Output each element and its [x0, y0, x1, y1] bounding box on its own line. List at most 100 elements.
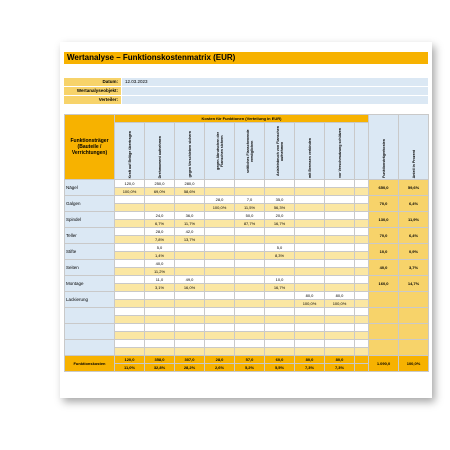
share: [114, 299, 145, 308]
amount: 280,0: [174, 179, 205, 188]
amount: [204, 291, 235, 300]
share: 7,8%: [144, 235, 175, 244]
amount: [234, 275, 265, 284]
row-total: [368, 291, 400, 308]
cell: [174, 339, 205, 348]
cell: [353, 179, 370, 188]
totals-label: Funktionskosten: [64, 355, 115, 372]
cell: [353, 331, 370, 340]
row-name: [64, 307, 115, 324]
total-amount: 28,0: [204, 355, 235, 364]
share: [294, 219, 325, 228]
share: [114, 251, 145, 260]
cell: [353, 315, 370, 324]
cell: [353, 347, 370, 356]
cell: [353, 235, 370, 244]
amount: [324, 211, 355, 220]
amount: [294, 259, 325, 268]
amount-row: Nägel 120,0 250,0 280,0 650,0 59,6%: [64, 179, 430, 196]
text: Funktionsträgerkosten: [381, 139, 386, 178]
empty-row: [64, 307, 430, 324]
cell: [114, 307, 145, 316]
amount: 80,0: [294, 291, 325, 300]
total-amount: 358,0: [144, 355, 175, 364]
amount: 7,0: [234, 195, 265, 204]
amount: [264, 227, 295, 236]
share: 100,0%: [324, 299, 355, 308]
amount: 50,0: [234, 211, 265, 220]
total-amount: 60,0: [264, 355, 295, 364]
amount: [324, 243, 355, 252]
text: Axialeinbruch von Flanschen aufnehmen: [275, 126, 284, 176]
share-row: 1,4% 8,3%: [65, 251, 429, 260]
row-share: 59,6%: [398, 179, 430, 196]
amount: 24,0: [144, 211, 175, 220]
amount-row: Lackierung 80,0 80,0: [64, 291, 430, 308]
row-name: Teller: [64, 227, 115, 244]
amount: [294, 227, 325, 236]
text: mit Bremsen verbinden: [307, 138, 312, 178]
amount: [174, 291, 205, 300]
cell: [114, 323, 145, 332]
share: [204, 283, 235, 292]
row-name: Galgen: [64, 195, 115, 212]
share: 100,0%: [294, 299, 325, 308]
amount: [324, 259, 355, 268]
amount: [324, 179, 355, 188]
amount: [204, 227, 235, 236]
amount: [264, 291, 295, 300]
amount-row: Montage 11,0 49,0 10,0 160,0 14,7%: [64, 275, 430, 292]
cell: [353, 267, 370, 276]
cell: [294, 307, 325, 316]
header-row: Funktionsträger (Bauteile / Verrichtunge…: [64, 114, 430, 180]
cell: [264, 347, 295, 356]
cell: [324, 307, 355, 316]
amount: [114, 259, 145, 268]
cell: [264, 323, 295, 332]
row-total: 650,0: [368, 179, 400, 196]
amount: 28,0: [144, 227, 175, 236]
cell: [234, 347, 265, 356]
text: gegen Verschieben sichern: [187, 131, 192, 178]
share: 16,7%: [264, 219, 295, 228]
row-total: 130,0: [368, 211, 400, 228]
total-share: 7,3%: [294, 363, 325, 372]
cell: [144, 339, 175, 348]
share: [294, 203, 325, 212]
share: 56,3%: [264, 203, 295, 212]
share: 3,1%: [144, 283, 175, 292]
amount: [234, 179, 265, 188]
share: [234, 299, 265, 308]
title: Wertanalyse – Funktionskostenmatrix (EUR…: [64, 52, 428, 64]
cell: [264, 315, 295, 324]
column-header: [353, 122, 370, 180]
share: 100,0%: [114, 187, 145, 196]
matrix: Funktionsträger (Bauteile / Verrichtunge…: [64, 114, 430, 372]
share: [114, 219, 145, 228]
cell: [353, 307, 370, 316]
cell: [324, 315, 355, 324]
amount: [234, 227, 265, 236]
cell: [144, 347, 175, 356]
cell: [353, 243, 370, 252]
amount-row: Stifte 5,0 5,0 10,0 0,9%: [64, 243, 430, 260]
header-row: Kraft auf Beläge übertragen Drehmoment au…: [65, 122, 429, 180]
row-name: Seiten: [64, 259, 115, 276]
share: [114, 267, 145, 276]
cell: [174, 331, 205, 340]
share: [114, 203, 145, 212]
share: 16,7%: [264, 283, 295, 292]
row-share: 11,9%: [398, 211, 430, 228]
grand-total: 1.090,0: [368, 355, 400, 372]
amount: [204, 275, 235, 284]
empty-row: [64, 323, 430, 340]
cell: [294, 339, 325, 348]
cell: [174, 347, 205, 356]
row-total: 70,0: [368, 227, 400, 244]
amount: [114, 275, 145, 284]
amount: [114, 291, 145, 300]
row-share: [398, 291, 430, 308]
cell: [144, 307, 175, 316]
cell: [294, 315, 325, 324]
total-share: 5,2%: [234, 363, 265, 372]
